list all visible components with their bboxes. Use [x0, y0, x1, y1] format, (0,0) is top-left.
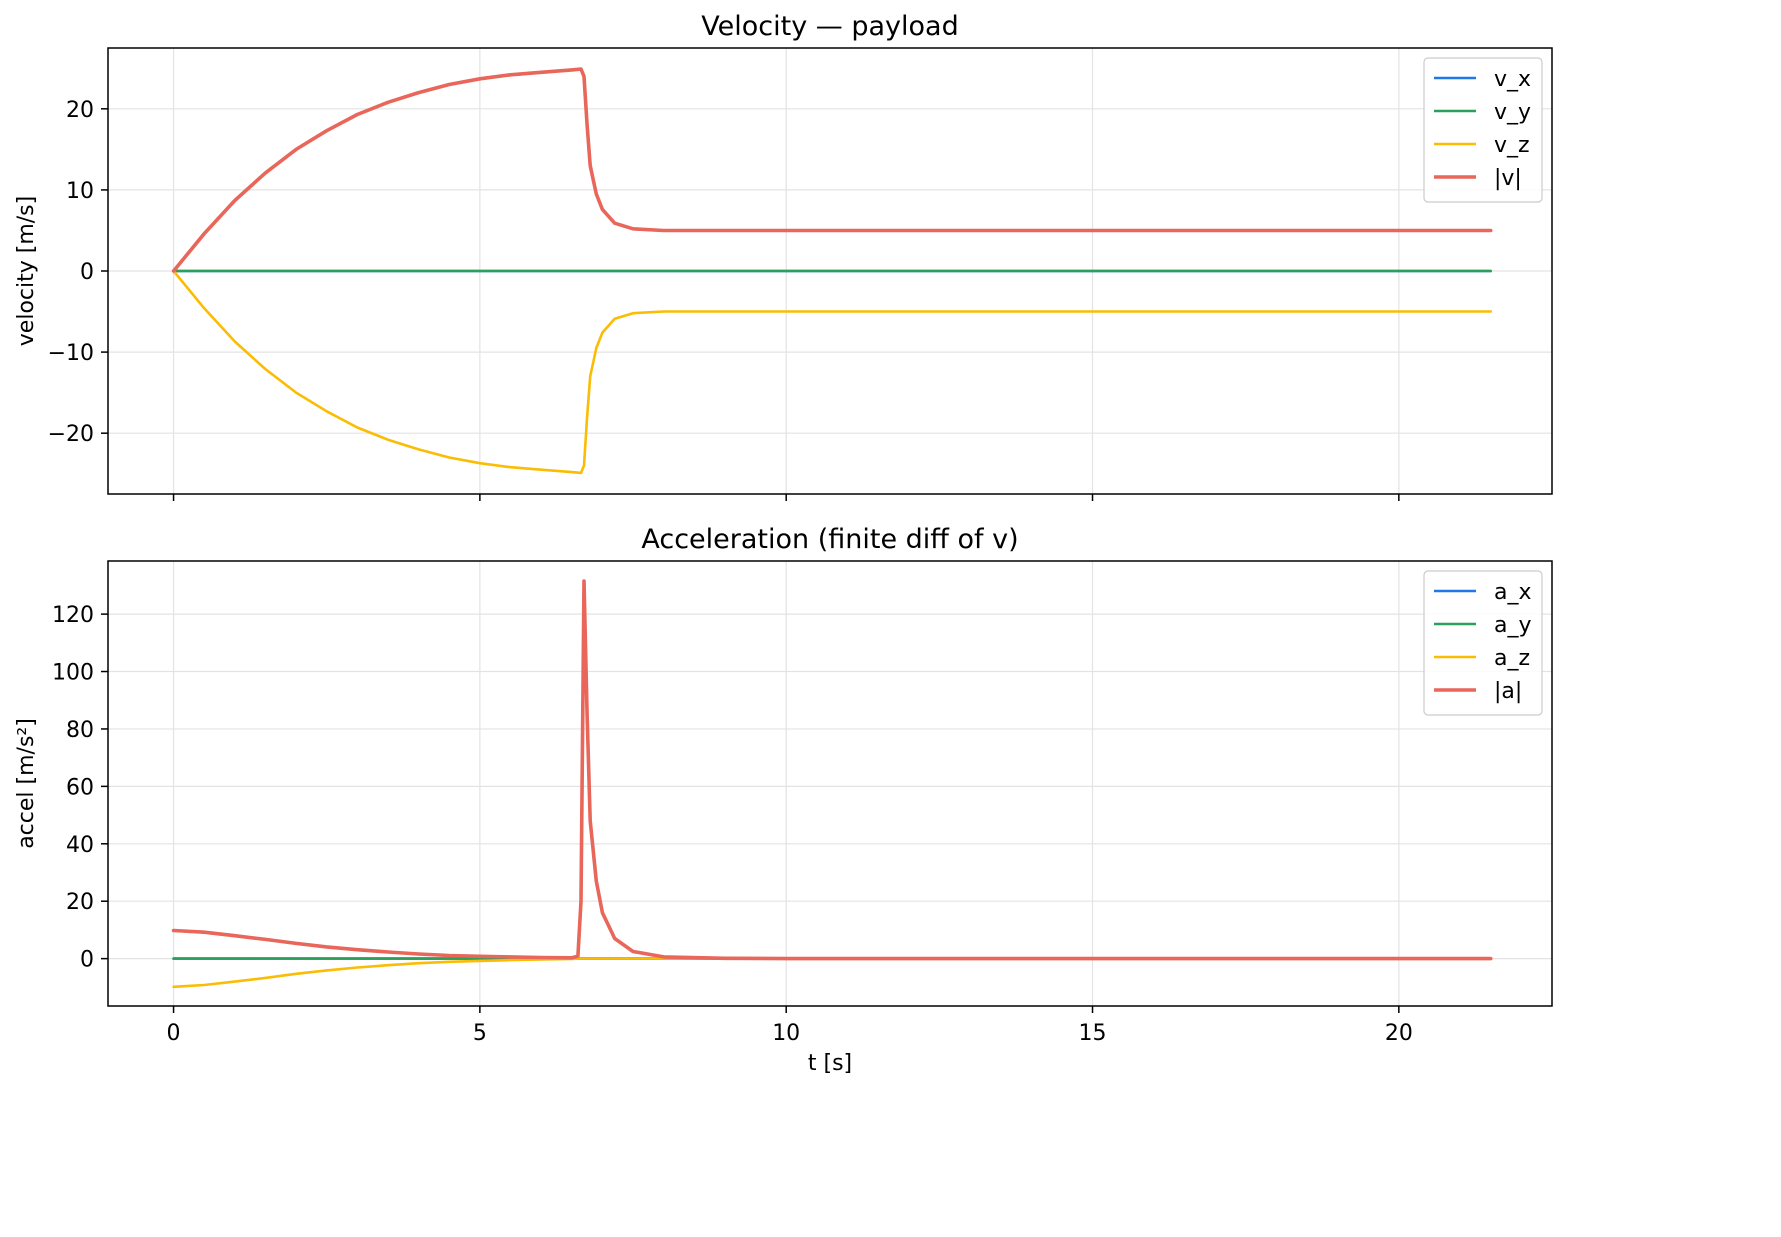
acceleration-x-axis-label: t [s] — [808, 1051, 852, 1076]
velocity-legend-label-v-y: v_y — [1494, 100, 1531, 125]
acceleration-plot-frame — [107, 560, 1553, 1007]
velocity-lines — [171, 67, 1493, 475]
acceleration-y-ticks: 0 20 40 60 80 100 120 — [52, 603, 108, 973]
y-tick-label: −20 — [48, 422, 94, 447]
velocity-y-ticks: −20 −10 0 10 20 — [48, 98, 108, 447]
velocity-chart: −20 −10 0 10 20 Velocity — payload velocity … — [14, 11, 1553, 501]
velocity-series-v — [171, 67, 1493, 273]
acceleration-chart: 0 5 10 15 20 0 20 40 60 80 100 120 Acceleration (f… — [14, 524, 1553, 1076]
x-tick-label: 20 — [1385, 1021, 1413, 1046]
acceleration-grid — [108, 561, 1552, 1006]
y-tick-label: 80 — [66, 718, 94, 743]
y-tick-label: 20 — [66, 890, 94, 915]
acceleration-legend-label-a-y: a_y — [1494, 613, 1532, 638]
acceleration-series-a — [171, 579, 1493, 961]
velocity-legend-label-v: |v| — [1494, 166, 1522, 191]
velocity-legend: v_x v_y v_z |v| — [1423, 57, 1543, 203]
y-tick-label: 20 — [66, 98, 94, 123]
acceleration-legend-label-a: |a| — [1494, 679, 1522, 704]
acceleration-legend: a_x a_y a_z |a| — [1423, 570, 1543, 716]
x-tick-label: 10 — [772, 1021, 800, 1046]
y-tick-label: −10 — [48, 341, 94, 366]
y-tick-label: 10 — [66, 179, 94, 204]
acceleration-lines — [171, 579, 1493, 989]
velocity-legend-box — [1423, 57, 1543, 203]
velocity-title: Velocity — payload — [701, 11, 958, 42]
y-tick-label: 0 — [80, 260, 94, 285]
velocity-legend-label-v-z: v_z — [1494, 133, 1530, 158]
velocity-series-v-z — [172, 269, 1492, 475]
x-tick-label: 15 — [1079, 1021, 1107, 1046]
velocity-y-axis-label: velocity [m/s] — [14, 196, 39, 346]
acceleration-legend-box — [1423, 570, 1543, 716]
acceleration-series-a-z — [172, 957, 1492, 989]
x-tick-label: 0 — [167, 1021, 181, 1046]
acceleration-y-axis-label: accel [m/s²] — [14, 718, 39, 849]
y-tick-label: 40 — [66, 833, 94, 858]
acceleration-legend-label-a-z: a_z — [1494, 646, 1530, 671]
acceleration-x-ticks: 0 5 10 15 20 — [167, 1006, 1413, 1046]
velocity-legend-label-v-x: v_x — [1494, 67, 1531, 92]
x-tick-label: 5 — [473, 1021, 487, 1046]
y-tick-label: 60 — [66, 775, 94, 800]
y-tick-label: 100 — [52, 661, 94, 686]
acceleration-title: Acceleration (finite diff of v) — [641, 524, 1018, 555]
velocity-x-ticks — [172, 494, 1400, 501]
y-tick-label: 0 — [80, 948, 94, 973]
y-tick-label: 120 — [52, 603, 94, 628]
acceleration-legend-label-a-x: a_x — [1494, 580, 1532, 605]
